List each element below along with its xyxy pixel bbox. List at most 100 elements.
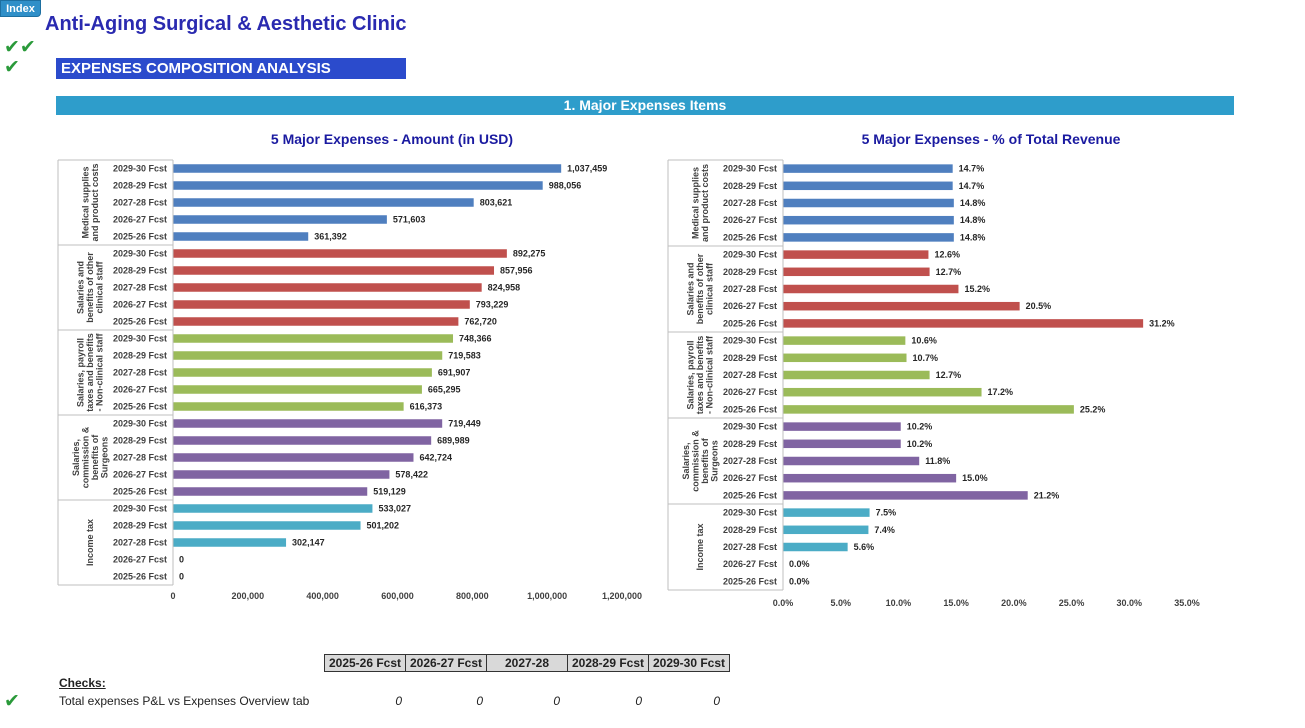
category-label: 2028-29 Fcst [113,436,167,446]
category-label: 2025-26 Fcst [723,490,777,500]
group-label: and product costs [90,163,100,241]
group-label: benefits of [700,437,710,484]
x-tick-label: 25.0% [1059,598,1085,608]
group-label: benefits of other [85,252,95,323]
bar [783,456,920,466]
category-label: 2028-29 Fcst [723,525,777,535]
data-label: 519,129 [373,487,406,497]
data-label: 762,720 [464,317,497,327]
data-label: 719,583 [448,351,481,361]
data-label: 10.7% [913,353,939,363]
data-label: 0.0% [789,576,810,586]
data-label: 15.0% [962,473,988,483]
category-label: 2025-26 Fcst [113,487,167,497]
category-label: 2027-28 Fcst [113,198,167,208]
group-label: clinical staff [95,260,105,313]
checks-row-label: Total expenses P&L vs Expenses Overview … [59,694,310,708]
bar [173,470,390,479]
category-label: 2029-30 Fcst [723,336,777,346]
category-label: 2025-26 Fcst [113,572,167,582]
bar [783,250,929,259]
bar [173,436,432,445]
category-label: 2028-29 Fcst [113,351,167,361]
bar [173,317,459,326]
x-tick-label: 10.0% [886,598,912,608]
category-label: 2025-26 Fcst [723,318,777,328]
check-value: 0 [553,694,560,708]
bar [173,283,482,292]
data-label: 0 [179,555,184,565]
bar [173,402,404,411]
x-tick-label: 400,000 [306,591,339,601]
x-tick-label: 15.0% [943,598,969,608]
data-label: 824,958 [488,283,521,293]
category-label: 2029-30 Fcst [723,250,777,260]
category-label: 2027-28 Fcst [723,284,777,294]
bar [173,198,474,207]
data-label: 302,147 [292,538,325,548]
bar [783,284,959,294]
category-label: 2029-30 Fcst [113,249,167,259]
data-label: 11.8% [925,456,950,466]
group-label: Income tax [695,523,705,570]
group-label: - Non-clinical staff [705,335,715,414]
group-label: benefits of other [695,253,705,324]
group-label: benefits of [90,434,100,481]
bar [173,504,373,513]
index-button[interactable]: Index [0,0,41,17]
bar [783,336,906,345]
category-label: 2028-29 Fcst [113,266,167,276]
bar [173,538,287,547]
data-label: 689,989 [437,436,470,446]
data-label: 14.8% [960,198,986,208]
bar [173,164,562,173]
data-label: 793,229 [476,300,509,310]
check-mark-icon: ✔ [4,691,20,712]
category-label: 2029-30 Fcst [113,164,167,174]
chart-title: 5 Major Expenses - % of Total Revenue [862,131,1121,147]
category-label: 2028-29 Fcst [723,439,777,449]
category-label: 2026-27 Fcst [113,470,167,480]
x-tick-label: 20.0% [1001,598,1027,608]
check-value: 0 [713,694,720,708]
data-label: 20.5% [1026,301,1052,311]
bar [173,215,387,224]
data-label: 361,392 [314,232,347,242]
data-label: 12.6% [934,250,960,260]
check-value: 0 [395,694,402,708]
data-label: 17.2% [988,387,1014,397]
bar [173,334,454,343]
bar [783,370,930,380]
category-label: 2026-27 Fcst [723,559,777,569]
data-label: 10.2% [907,422,933,432]
group-label: Salaries, payroll [76,338,86,407]
category-label: 2026-27 Fcst [113,300,167,310]
group-label: Salaries, payroll [686,340,696,409]
data-label: 12.7% [936,267,962,277]
category-label: 2029-30 Fcst [723,422,777,432]
category-label: 2026-27 Fcst [113,215,167,225]
bar [173,521,361,530]
data-label: 25.2% [1080,404,1106,414]
group-label: - Non-clinical staff [95,332,105,411]
data-label: 748,366 [459,334,492,344]
category-label: 2027-28 Fcst [113,368,167,378]
category-label: 2025-26 Fcst [723,404,777,414]
bar [783,319,1144,328]
group-label: taxes and benefits [695,336,705,415]
bar [783,198,954,208]
x-tick-label: 0.0% [773,598,794,608]
x-tick-label: 800,000 [456,591,489,601]
category-label: 2025-26 Fcst [113,317,167,327]
category-label: 2027-28 Fcst [723,456,777,466]
bar [783,353,907,363]
data-label: 0.0% [789,559,810,569]
checks-table: 2025-26 Fcst 2026-27 Fcst 2027-28 2028-2… [324,654,730,672]
bar [173,385,422,394]
bar [783,301,1020,311]
check-value: 0 [476,694,483,708]
data-label: 857,956 [500,266,533,276]
category-label: 2029-30 Fcst [113,504,167,514]
data-label: 21.2% [1034,490,1060,500]
category-label: 2029-30 Fcst [723,508,777,518]
